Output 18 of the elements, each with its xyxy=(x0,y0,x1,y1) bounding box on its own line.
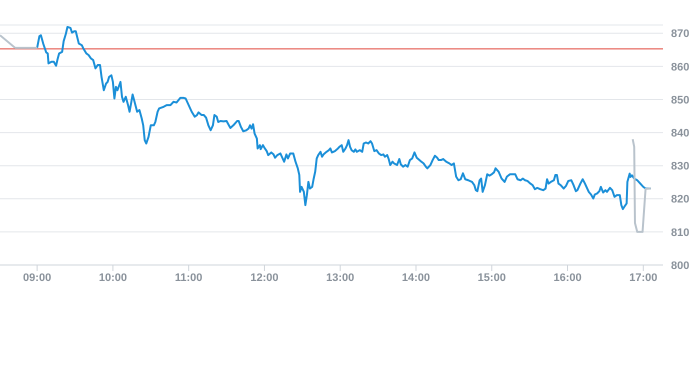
x-tick-label: 15:00 xyxy=(478,272,506,284)
y-tick-label: 830 xyxy=(671,160,690,173)
y-tick-label: 810 xyxy=(671,226,690,239)
y-tick-label: 820 xyxy=(671,194,690,206)
y-tick-label: 860 xyxy=(671,61,690,74)
y-tick-label: 800 xyxy=(671,260,690,272)
x-tick-label: 12:00 xyxy=(250,272,279,284)
line-series xyxy=(632,138,652,233)
x-tick-label: 14:00 xyxy=(402,272,430,284)
y-tick-label: 840 xyxy=(671,127,690,140)
y-tick-label: 850 xyxy=(671,94,690,106)
x-tick-label: 09:00 xyxy=(23,272,52,284)
x-tick-label: 17:00 xyxy=(629,272,658,284)
x-tick-label: 10:00 xyxy=(98,272,127,284)
x-tick-label: 11:00 xyxy=(174,272,202,284)
x-tick-label: 16:00 xyxy=(553,272,582,284)
x-tick-label: 13:00 xyxy=(326,272,354,284)
y-tick-label: 870 xyxy=(671,28,690,40)
